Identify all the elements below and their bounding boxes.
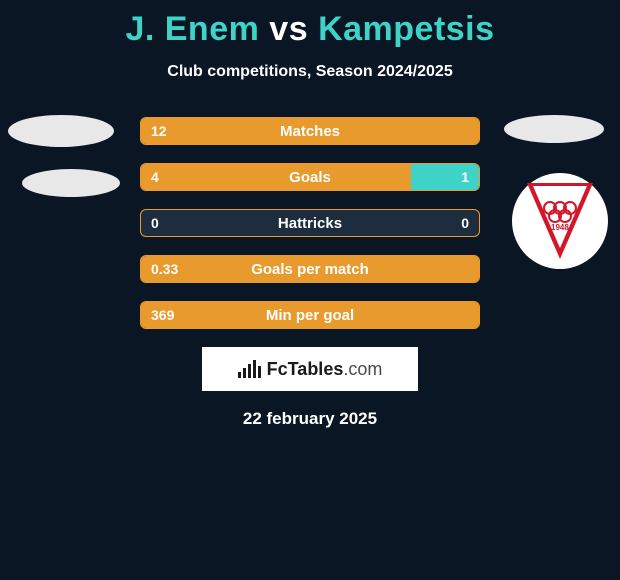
player2-name: Kampetsis bbox=[318, 10, 494, 48]
bar-value-left: 0 bbox=[141, 210, 169, 236]
branding-text-light: .com bbox=[343, 359, 382, 379]
date-line: 22 february 2025 bbox=[0, 409, 620, 429]
bar-label: Matches bbox=[141, 118, 479, 144]
player1-badge-placeholder bbox=[8, 115, 114, 147]
bar-value-left: 0.33 bbox=[141, 256, 188, 282]
stat-bar-row: Min per goal369 bbox=[140, 301, 480, 329]
bar-value-left: 12 bbox=[141, 118, 177, 144]
comparison-title: J. Enem vs Kampetsis bbox=[0, 0, 620, 49]
player1-club-badge-placeholder bbox=[22, 169, 120, 197]
subtitle: Club competitions, Season 2024/2025 bbox=[0, 63, 620, 81]
fctables-bars-icon bbox=[238, 360, 261, 378]
branding-text: FcTables.com bbox=[267, 359, 383, 380]
bar-label: Hattricks bbox=[141, 210, 479, 236]
branding-box: FcTables.com bbox=[202, 347, 418, 391]
stat-bar-row: Goals4 1 bbox=[140, 163, 480, 191]
chart-area: NEA ΣΑΛΑΜΙΣ 1948 Matches12 Goals4 1 Hattric… bbox=[0, 117, 620, 329]
bar-value-right: 1 bbox=[451, 164, 479, 190]
player2-badge-placeholder bbox=[504, 115, 604, 143]
bar-value-left: 4 bbox=[141, 164, 169, 190]
branding-text-bold: FcTables bbox=[267, 359, 344, 379]
vs-separator: vs bbox=[269, 10, 308, 48]
stat-bar-row: Matches12 bbox=[140, 117, 480, 145]
bar-label: Goals bbox=[141, 164, 479, 190]
stat-bar-row: Hattricks0 0 bbox=[140, 209, 480, 237]
comparison-bars: Matches12 Goals4 1 Hattricks0 0 Goals per mat… bbox=[140, 117, 480, 329]
player1-name: J. Enem bbox=[125, 10, 259, 48]
bar-label: Goals per match bbox=[141, 256, 479, 282]
bar-label: Min per goal bbox=[141, 302, 479, 328]
club-logo-rings-icon bbox=[543, 201, 577, 221]
bar-value-left: 369 bbox=[141, 302, 184, 328]
player2-club-logo: NEA ΣΑΛΑΜΙΣ 1948 bbox=[512, 173, 608, 269]
bar-value-right: 0 bbox=[451, 210, 479, 236]
stat-bar-row: Goals per match0.33 bbox=[140, 255, 480, 283]
club-logo-year: 1948 bbox=[551, 223, 569, 232]
